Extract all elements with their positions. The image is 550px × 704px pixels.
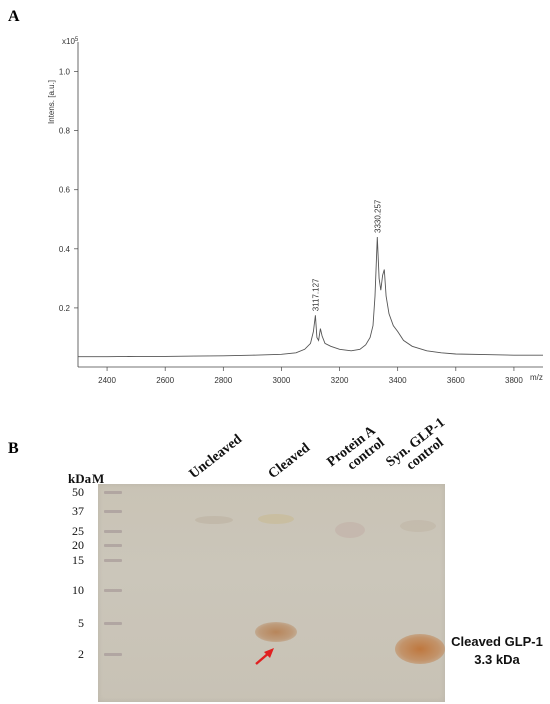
mw-marker-label: 2 [78, 647, 84, 661]
protein-a-faint-band [335, 522, 365, 538]
mw-marker-label: 37 [72, 504, 84, 518]
ladder-band [104, 653, 122, 656]
panel-a-label: A [8, 8, 20, 25]
ladder-band [104, 559, 122, 562]
x-tick-label: 2600 [156, 376, 174, 385]
ladder-band [104, 622, 122, 625]
cleaved-glp1-band [255, 622, 297, 642]
y-axis-label: Intens. [a.u.] [47, 80, 56, 124]
mw-marker-label: 10 [72, 583, 84, 597]
peak-annotations: 3117.127 3330.257 [311, 199, 382, 311]
peak-label: 3330.257 [373, 199, 382, 233]
lane-label: Syn. GLP-1 control [384, 415, 458, 482]
y-multiplier-exponent: 5 [75, 37, 79, 43]
ladder-band [104, 589, 122, 592]
ladder-band [104, 544, 122, 547]
lane-label: Uncleaved [187, 432, 245, 482]
panel-b-label: B [8, 440, 19, 457]
x-tick-label: 2400 [98, 376, 116, 385]
y-tick-label: 0.2 [59, 304, 71, 313]
blot-membrane [98, 484, 445, 702]
kda-unit-label: kDa [68, 471, 92, 486]
lane-label-line: Uncleaved [186, 431, 246, 482]
ladder-band [104, 530, 122, 533]
marker-lane-label: M [92, 471, 105, 486]
y-multiplier: x105 [62, 37, 79, 46]
y-tick-label: 0.6 [59, 186, 71, 195]
y-tick-label: 0.4 [59, 245, 71, 254]
red-arrow-icon [255, 648, 274, 665]
x-tick-label: 3200 [331, 376, 349, 385]
x-tick-label: 3400 [389, 376, 407, 385]
mw-marker-label: 15 [72, 553, 84, 567]
x-tick-label: 3800 [505, 376, 523, 385]
x-tick-label: 3600 [447, 376, 465, 385]
mw-marker-label: 50 [72, 485, 84, 499]
x-tick-label: 3000 [273, 376, 291, 385]
cleaved-glp1-label: Cleaved GLP-1 [451, 634, 543, 649]
glp1-size-label: 3.3 kDa [474, 652, 520, 667]
ladder-band [104, 491, 122, 494]
lane-label-line: Cleaved [265, 440, 313, 482]
mass-spectrum-chart: 2400 2600 2800 3000 3200 3400 3600 3800 0.2 0.4 0.… [47, 37, 543, 385]
syn-glp1-control-band [395, 634, 445, 664]
mw-marker-label: 5 [78, 616, 84, 630]
lane-label: Cleaved [266, 440, 313, 482]
peak-label: 3117.127 [311, 278, 320, 311]
x-axis-label: m/z [530, 373, 543, 382]
ladder-band [104, 510, 122, 513]
western-blot-panel: kDa M 50 37 25 20 15 10 5 2 Uncleaved Cleaved Pro… [0, 415, 550, 704]
x-tick-label: 2800 [214, 376, 232, 385]
y-tick-label: 1.0 [59, 68, 71, 77]
mw-marker-label: 25 [72, 524, 84, 538]
uncleaved-faint-band [195, 516, 233, 524]
chart-ticks: 2400 2600 2800 3000 3200 3400 3600 3800 0.2 0.4 0.… [59, 68, 524, 385]
chart-axes [77, 42, 543, 368]
spectrum-series-line [78, 236, 543, 358]
mw-marker-label: 20 [72, 538, 84, 552]
y-tick-label: 0.8 [59, 127, 71, 136]
syn-glp1-faint-band [400, 520, 436, 532]
cleaved-faint-band [258, 514, 294, 524]
